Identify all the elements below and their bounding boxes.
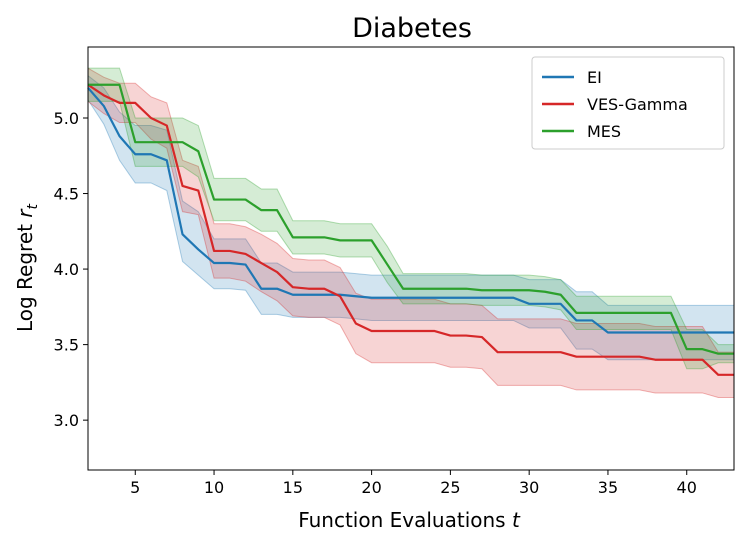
legend-box <box>531 56 725 150</box>
x-tick-label: 15 <box>283 478 303 497</box>
series-lines <box>87 83 734 376</box>
plot-frame <box>87 46 735 471</box>
x-axis-label: Function Evaluations t <box>298 508 521 532</box>
legend-label-ves-gamma: VES-Gamma <box>587 95 688 114</box>
series-line-ves-gamma <box>87 83 734 376</box>
series-line-mes <box>88 83 734 355</box>
y-tick-label: 3.5 <box>54 336 79 355</box>
x-tick-label: 5 <box>130 478 140 497</box>
y-tick-label: 3.0 <box>54 411 79 430</box>
legend-label-ei: EI <box>587 68 602 87</box>
y-axis-label-text: Log Regret <box>13 224 37 332</box>
y-tick-label: 5.0 <box>54 109 79 128</box>
y-axis-label-variable: r <box>13 208 37 218</box>
y-tick-label: 4.5 <box>54 185 79 204</box>
y-axis-label: Log Regret rt <box>13 203 41 332</box>
x-axis-ticks: 5 10 15 20 25 30 35 40 <box>130 470 697 497</box>
chart-title: Diabetes <box>352 13 472 44</box>
x-tick-label: 30 <box>519 478 539 497</box>
legend: EI VES-Gamma MES <box>531 56 725 150</box>
y-axis-label-subscript: t <box>25 203 41 209</box>
y-axis-ticks: 3.0 3.5 4.0 4.5 5.0 <box>54 109 88 430</box>
x-axis-label-text: Function Evaluations <box>298 508 505 532</box>
x-axis-label-variable: t <box>512 508 521 532</box>
series-line-ei <box>87 87 734 334</box>
x-tick-label: 25 <box>440 478 460 497</box>
x-tick-label: 35 <box>598 478 618 497</box>
y-tick-label: 4.0 <box>54 260 79 279</box>
x-tick-label: 10 <box>204 478 224 497</box>
x-tick-label: 20 <box>361 478 381 497</box>
legend-label-mes: MES <box>587 122 621 141</box>
x-tick-label: 40 <box>677 478 697 497</box>
